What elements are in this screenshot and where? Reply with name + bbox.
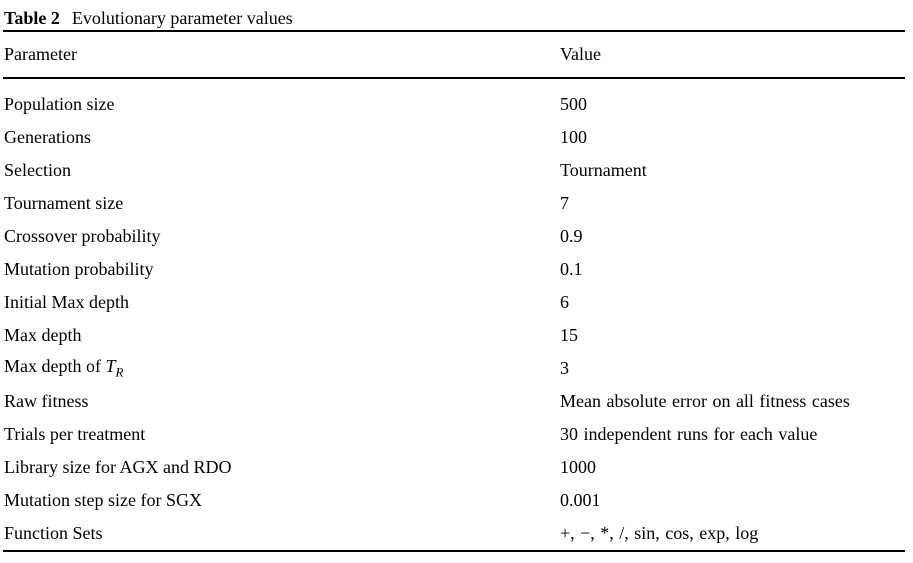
table-header-row: Parameter Value [3, 32, 905, 79]
value-cell: 1000 [560, 457, 596, 477]
value-cell: 100 [560, 127, 587, 147]
parameter-cell: Population size [4, 94, 115, 114]
table-caption-label: Table 2 [4, 8, 60, 28]
table-row: Crossover probability 0.9 [3, 220, 905, 253]
parameter-cell: Mutation probability [4, 259, 154, 279]
parameter-cell: Max depth [4, 325, 82, 345]
parameter-cell: Trials per treatment [4, 424, 146, 444]
parameter-cell: Raw fitness [4, 391, 89, 411]
math-variable: T [105, 356, 116, 377]
table-row: Raw fitness Mean absolute error on all f… [3, 385, 905, 418]
parameter-cell: Library size for AGX and RDO [4, 457, 232, 477]
value-cell: 500 [560, 94, 587, 114]
value-cell: Mean absolute error on all fitness cases [560, 391, 850, 411]
parameter-cell: Tournament size [4, 193, 124, 213]
parameter-cell: Crossover probability [4, 226, 161, 246]
column-header-parameter: Parameter [4, 44, 77, 64]
parameter-cell: Max depth of TR [3, 356, 560, 381]
parameter-cell: Function Sets [4, 523, 103, 543]
value-cell: 3 [560, 358, 569, 378]
parameter-cell: Initial Max depth [4, 292, 129, 312]
table-row: Max depth of TR 3 [3, 352, 905, 385]
value-cell: 0.001 [560, 490, 601, 510]
table-row: Mutation probability 0.1 [3, 253, 905, 286]
table-row: Population size 500 [3, 88, 905, 121]
table-caption: Table 2 Evolutionary parameter values [3, 4, 905, 30]
table-row: Trials per treatment 30 independent runs… [3, 418, 905, 451]
value-cell: 7 [560, 193, 569, 213]
column-header-value: Value [560, 44, 601, 64]
parameter-cell: Selection [4, 160, 71, 180]
parameter-cell: Mutation step size for SGX [4, 490, 202, 510]
parameters-table: Parameter Value Population size 500 Gene… [3, 30, 905, 552]
table-row: Initial Max depth 6 [3, 286, 905, 319]
value-cell: 6 [560, 292, 569, 312]
table-row: Tournament size 7 [3, 187, 905, 220]
table-body: Population size 500 Generations 100 Sele… [3, 79, 905, 552]
table-row: Selection Tournament [3, 154, 905, 187]
value-cell: 30 independent runs for each value [560, 424, 818, 444]
table-row: Mutation step size for SGX 0.001 [3, 484, 905, 517]
value-cell: 0.9 [560, 226, 583, 246]
value-cell: 15 [560, 325, 578, 345]
parameter-cell: Generations [4, 127, 91, 147]
value-cell: Tournament [560, 160, 647, 180]
table-caption-text: Evolutionary parameter values [71, 8, 293, 28]
table-row: Library size for AGX and RDO 1000 [3, 451, 905, 484]
table-row: Max depth 15 [3, 319, 905, 352]
parameter-text: Max depth of [4, 356, 106, 377]
value-cell: +, −, *, /, sin, cos, exp, log [560, 523, 759, 543]
value-cell: 0.1 [560, 259, 583, 279]
math-subscript: R [115, 364, 124, 380]
table-row: Generations 100 [3, 121, 905, 154]
table-row: Function Sets +, −, *, /, sin, cos, exp,… [3, 517, 905, 550]
